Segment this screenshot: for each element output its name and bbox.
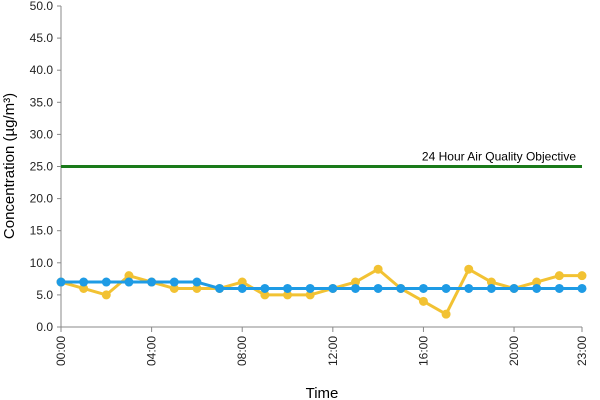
y-tick-label: 30.0 bbox=[30, 127, 54, 141]
y-tick-label: 45.0 bbox=[30, 31, 54, 45]
y-tick-label: 15.0 bbox=[30, 224, 54, 238]
y-tick-label: 0.0 bbox=[36, 320, 53, 334]
series-2-point bbox=[215, 283, 225, 293]
x-tick-label: 16:00 bbox=[416, 336, 430, 366]
x-tick-label: 00:00 bbox=[54, 336, 68, 366]
series-1-point bbox=[577, 271, 587, 281]
series-1-point bbox=[373, 264, 383, 274]
series-2-point bbox=[441, 283, 451, 293]
air-quality-objective-label: 24 Hour Air Quality Objective bbox=[422, 150, 576, 164]
x-tick-label: 23:00 bbox=[575, 336, 589, 366]
series-2-point bbox=[283, 283, 293, 293]
series-2-point bbox=[260, 283, 270, 293]
y-axis-ticks: 0.0 5.0 10.0 15.0 20.0 25.0 30.0 35.0 40.0 45.0 50… bbox=[30, 0, 61, 334]
series-1-point bbox=[101, 290, 111, 300]
series-2-point bbox=[486, 283, 496, 293]
y-tick-label: 50.0 bbox=[30, 0, 54, 13]
y-tick-label: 5.0 bbox=[36, 288, 53, 302]
series-group bbox=[56, 264, 587, 319]
series-2-point bbox=[396, 283, 406, 293]
series-2-point bbox=[464, 283, 474, 293]
series-2-point bbox=[418, 283, 428, 293]
series-2-point bbox=[305, 283, 315, 293]
x-tick-label: 04:00 bbox=[145, 336, 159, 366]
y-axis-title: Concentration (µg/m³) bbox=[1, 93, 18, 239]
series-2-point bbox=[56, 277, 66, 287]
y-tick-label: 35.0 bbox=[30, 95, 54, 109]
x-axis-ticks: 00:00 04:00 08:00 12:00 16:00 20:00 23:00 bbox=[54, 327, 589, 366]
series-2-point bbox=[373, 283, 383, 293]
series-2 bbox=[56, 277, 587, 293]
series-2-point bbox=[509, 283, 519, 293]
series-1-line bbox=[60, 267, 582, 316]
reference-line-group: 24 Hour Air Quality Objective bbox=[61, 150, 582, 168]
series-2-point bbox=[79, 277, 89, 287]
series-2-point bbox=[237, 283, 247, 293]
series-2-point bbox=[532, 283, 542, 293]
x-tick-label: 08:00 bbox=[235, 336, 249, 366]
series-2-point bbox=[554, 283, 564, 293]
series-2-point bbox=[147, 277, 157, 287]
y-tick-label: 25.0 bbox=[30, 160, 54, 174]
x-tick-label: 12:00 bbox=[326, 336, 340, 366]
series-2-point bbox=[101, 277, 111, 287]
series-2-point bbox=[350, 283, 360, 293]
series-1 bbox=[56, 264, 587, 319]
x-axis-title: Time bbox=[306, 385, 339, 400]
y-tick-label: 10.0 bbox=[30, 256, 54, 270]
series-1-point bbox=[464, 264, 474, 274]
x-tick-label: 20:00 bbox=[507, 336, 521, 366]
series-2-point bbox=[328, 283, 338, 293]
series-1-point bbox=[418, 296, 428, 306]
series-1-point bbox=[554, 271, 564, 281]
y-tick-label: 20.0 bbox=[30, 192, 54, 206]
series-2-point bbox=[169, 277, 179, 287]
series-2-point bbox=[124, 277, 134, 287]
series-1-point bbox=[441, 309, 451, 319]
series-2-point bbox=[577, 283, 587, 293]
y-tick-label: 40.0 bbox=[30, 63, 54, 77]
series-2-point bbox=[192, 277, 202, 287]
